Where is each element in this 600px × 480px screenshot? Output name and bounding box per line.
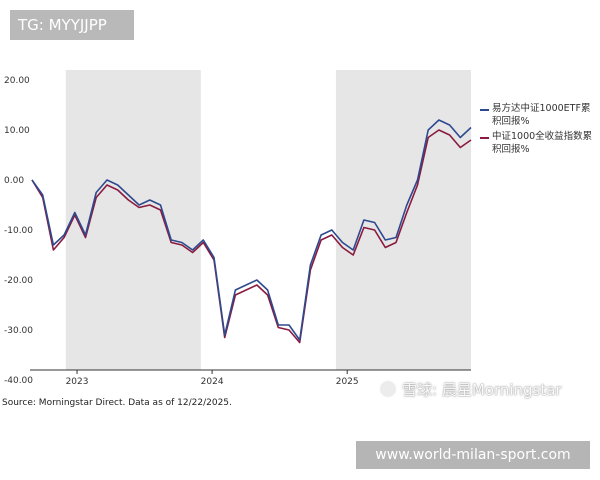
y-tick-label: 10.00 (4, 126, 30, 136)
y-tick-label: 0.00 (4, 176, 24, 186)
legend-item-index: 中证1000全收益指数累积回报% (480, 130, 595, 156)
tag-badge: TG: MYYJJPP (10, 10, 134, 40)
watermark-text: 雪球: 晨星Morningstar (402, 380, 562, 399)
x-tick-label: 2024 (201, 377, 224, 387)
source-note: Source: Morningstar Direct. Data as of 1… (2, 398, 232, 408)
y-tick-label: -40.00 (4, 376, 33, 386)
y-tick-label: -20.00 (4, 276, 33, 286)
y-tick-label: -10.00 (4, 226, 33, 236)
url-banner[interactable]: www.world-milan-sport.com (356, 441, 590, 469)
y-tick-label: -30.00 (4, 326, 33, 336)
legend-item-etf: 易方达中证1000ETF累积回报% (480, 102, 595, 128)
series-line-1 (31, 129, 472, 344)
axes (30, 369, 471, 374)
legend-label-index: 中证1000全收益指数累积回报% (492, 131, 593, 155)
legend: 易方达中证1000ETF累积回报% 中证1000全收益指数累积回报% (480, 102, 595, 158)
x-tick-labels: 2023 2024 2025 (66, 377, 359, 387)
shaded-periods (65, 70, 471, 370)
y-tick-label: 20.00 (4, 76, 30, 86)
legend-swatch-etf (480, 109, 489, 111)
watermark: 雪球: 晨星Morningstar (378, 376, 598, 402)
series-lines (31, 119, 472, 344)
series-line-0 (31, 119, 472, 341)
x-tick-label: 2023 (66, 377, 89, 387)
snowball-logo-icon (378, 379, 398, 399)
legend-label-etf: 易方达中证1000ETF累积回报% (492, 103, 591, 127)
x-tick-label: 2025 (336, 377, 359, 387)
legend-swatch-index (480, 137, 489, 139)
shaded-period-0 (65, 70, 201, 370)
y-tick-labels: 20.00 10.00 0.00 -10.00 -20.00 -30.00 -40.00 (4, 76, 33, 386)
